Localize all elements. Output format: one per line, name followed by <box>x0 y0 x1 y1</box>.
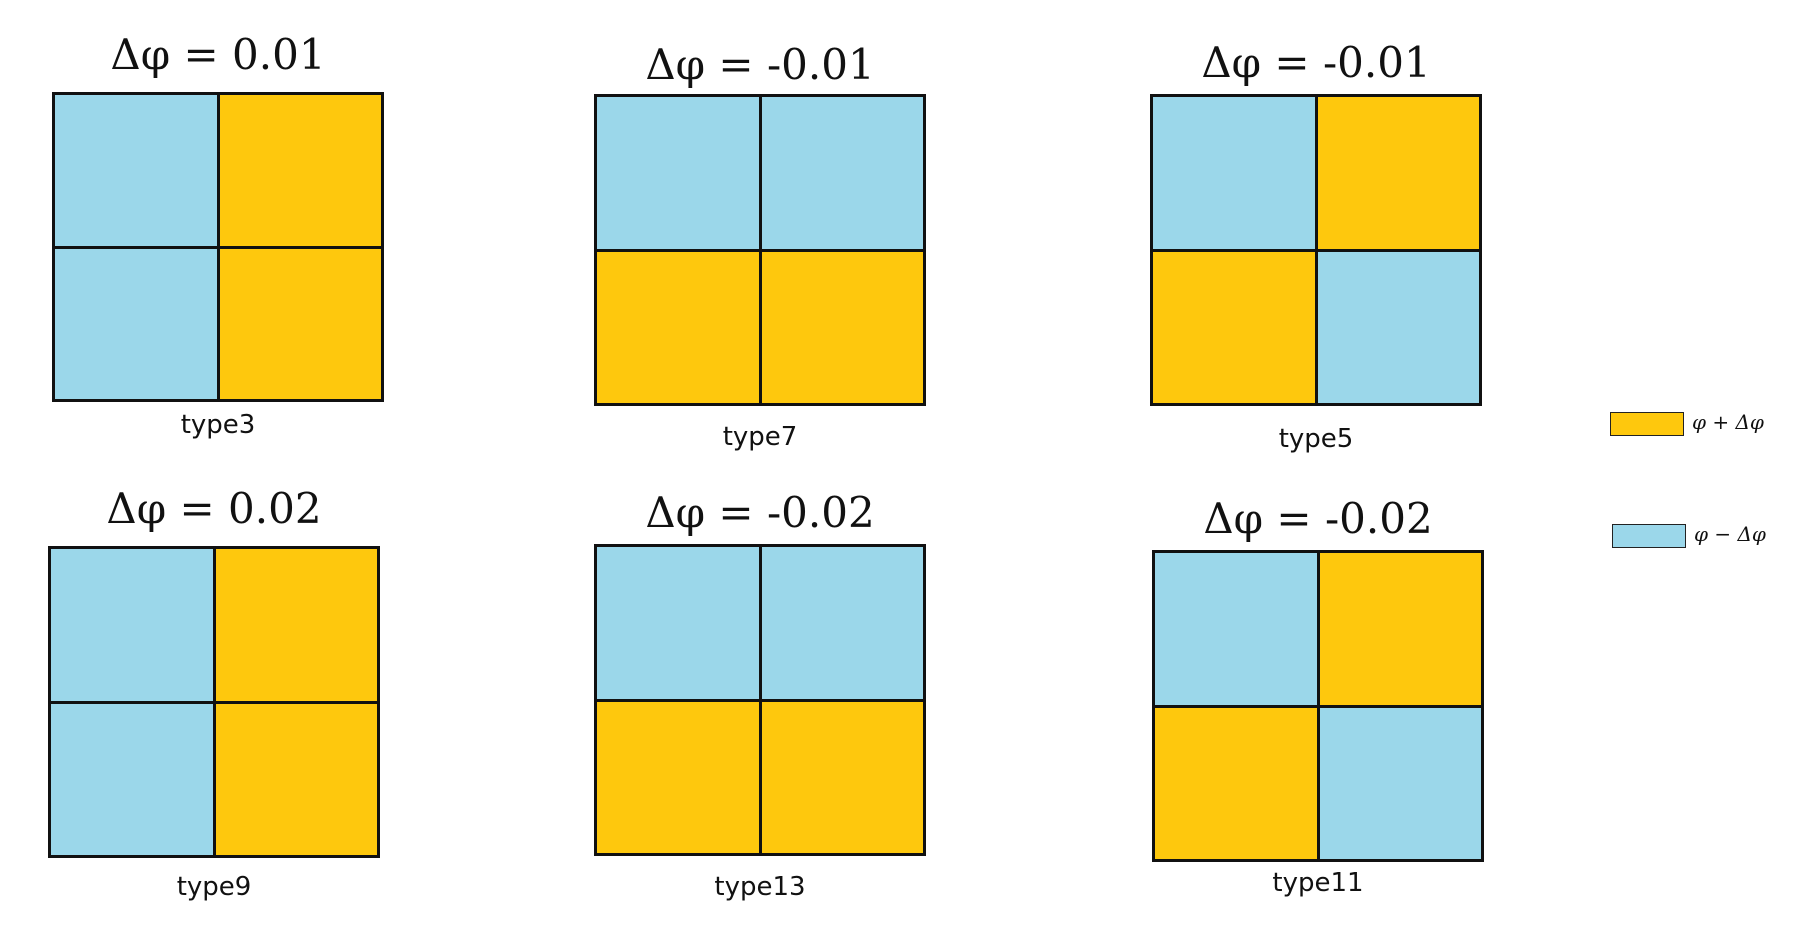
grid-cell <box>1319 553 1481 705</box>
grid-cell <box>55 248 217 399</box>
grid-cell <box>597 701 759 853</box>
grid-cell <box>215 549 377 701</box>
legend-swatch <box>1610 412 1684 436</box>
grid-cell <box>1317 251 1479 403</box>
legend-label: φ + Δφ <box>1692 410 1764 434</box>
grid-cell <box>597 547 759 699</box>
panel-title: Δφ = 0.02 <box>106 484 322 533</box>
grid-cell <box>1155 553 1317 705</box>
grid-cell <box>1317 97 1479 249</box>
panel-type11: Δφ = -0.02 type11 <box>1152 494 1484 908</box>
panel-title: Δφ = -0.01 <box>1201 38 1431 87</box>
grid-cell <box>597 251 759 403</box>
grid-cell <box>597 97 759 249</box>
grid-cell <box>761 251 923 403</box>
panel-title: Δφ = -0.02 <box>645 488 875 537</box>
grid-cell <box>761 547 923 699</box>
legend-item-plus: φ + Δφ <box>1610 410 1790 440</box>
panel-label: type9 <box>176 872 252 902</box>
phase-grid <box>594 94 926 406</box>
grid-cell <box>51 703 213 855</box>
panel-type3: Δφ = 0.01 type3 <box>52 30 384 448</box>
phase-grid <box>594 544 926 856</box>
panel-type13: Δφ = -0.02 type13 <box>594 488 926 908</box>
panel-label: type11 <box>1272 868 1364 898</box>
phase-grid <box>1152 550 1484 862</box>
grid-cell <box>1153 251 1315 403</box>
grid-cell <box>1153 97 1315 249</box>
grid-cell <box>761 97 923 249</box>
grid-cell <box>51 549 213 701</box>
phase-grid <box>48 546 380 858</box>
grid-cell <box>55 95 217 246</box>
phase-grid <box>52 92 384 402</box>
panel-label: type5 <box>1278 424 1354 454</box>
panel-label: type7 <box>722 422 798 452</box>
grid-cell <box>219 248 381 399</box>
panel-type7: Δφ = -0.01 type7 <box>594 40 926 460</box>
grid-cell <box>1155 707 1317 859</box>
panel-type9: Δφ = 0.02 type9 <box>48 484 380 908</box>
panel-title: Δφ = -0.01 <box>645 40 875 89</box>
legend-label: φ − Δφ <box>1694 522 1766 546</box>
panel-title: Δφ = 0.01 <box>110 30 326 79</box>
panel-label: type3 <box>180 410 256 440</box>
panel-type5: Δφ = -0.01 type5 <box>1150 38 1482 462</box>
legend-swatch <box>1612 524 1686 548</box>
grid-cell <box>761 701 923 853</box>
legend-item-minus: φ − Δφ <box>1612 522 1792 552</box>
panel-label: type13 <box>714 872 806 902</box>
panel-title: Δφ = -0.02 <box>1203 494 1433 543</box>
grid-cell <box>219 95 381 246</box>
grid-cell <box>215 703 377 855</box>
grid-cell <box>1319 707 1481 859</box>
phase-grid <box>1150 94 1482 406</box>
